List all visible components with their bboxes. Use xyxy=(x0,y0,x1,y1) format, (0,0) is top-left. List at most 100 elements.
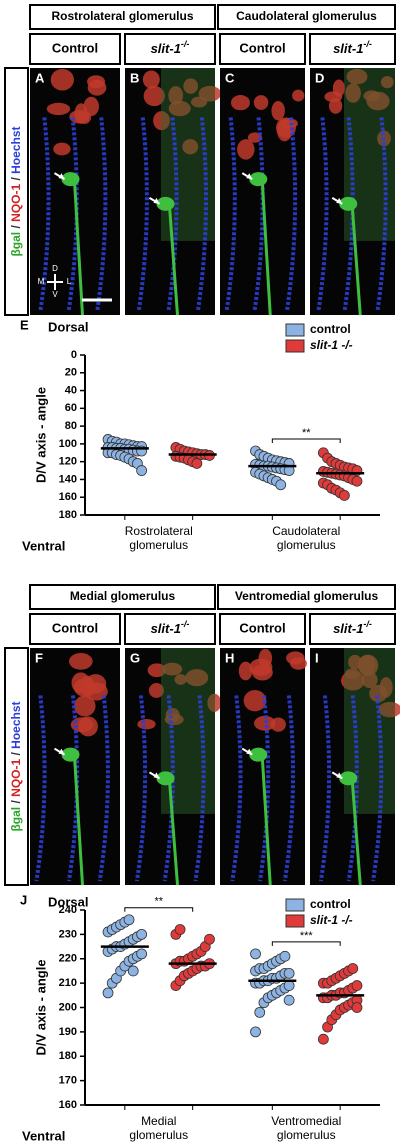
y-tick-label: 160 xyxy=(59,1099,77,1111)
y-tick-label: 20 xyxy=(65,367,77,379)
data-point xyxy=(204,933,215,945)
data-point xyxy=(254,1006,266,1018)
header-box xyxy=(217,584,396,610)
gene: slit-1 xyxy=(151,41,181,56)
data-point xyxy=(347,963,359,974)
data-point xyxy=(191,458,203,469)
panel-letter: F xyxy=(35,650,43,665)
y-tick-label: 170 xyxy=(59,1075,77,1087)
y-tick-label: 40 xyxy=(65,384,77,396)
column-label: slit-1-/- xyxy=(333,619,372,636)
header: Rostrolateral glomerulus xyxy=(51,9,193,23)
legend-swatch xyxy=(285,914,305,928)
data-point xyxy=(123,914,135,926)
y-tick-label: 160 xyxy=(59,491,77,503)
data-point xyxy=(136,465,148,476)
x-tick-label: glomerulus xyxy=(129,1128,188,1142)
y-tick-label: 190 xyxy=(59,1026,77,1038)
panel-label: E xyxy=(20,317,29,332)
header-box xyxy=(29,584,216,610)
y-tick-label: 230 xyxy=(59,928,77,940)
y-tick-label: 100 xyxy=(59,438,77,450)
stain: / xyxy=(9,749,23,759)
genotype: -/- xyxy=(181,39,190,49)
stain: / xyxy=(9,222,23,232)
data-point xyxy=(127,965,139,977)
column-box xyxy=(219,613,306,645)
data-point xyxy=(283,994,295,1006)
panel-letter: A xyxy=(35,70,45,85)
y-tick-label: 180 xyxy=(59,1050,77,1062)
stain: NQO-1 xyxy=(9,759,23,797)
panel-letter: D xyxy=(315,70,324,85)
panel-letter: G xyxy=(130,650,140,665)
y-tick-label: 80 xyxy=(65,420,77,432)
x-tick-label: Caudolateral xyxy=(272,524,340,538)
data-point xyxy=(283,980,295,991)
y-axis-title: D/V axis - angle xyxy=(33,959,48,1055)
y-tick-label: 220 xyxy=(59,953,77,965)
y-tick-label: 0 xyxy=(71,349,77,361)
orientation: D xyxy=(52,264,58,273)
y-tick-label: 240 xyxy=(59,904,77,916)
header-box xyxy=(29,4,216,30)
column-box xyxy=(124,613,216,645)
x-tick-label: Ventromedial xyxy=(271,1114,341,1128)
x-tick-label: glomerulus xyxy=(129,538,188,552)
legend-swatch xyxy=(285,339,305,353)
x-tick-label: Medial xyxy=(141,1114,176,1128)
y-tick-label: 140 xyxy=(59,473,77,485)
data-point xyxy=(351,980,363,991)
y-axis-title: D/V axis - angle xyxy=(33,387,48,483)
data-point xyxy=(338,490,350,501)
panel-letter: B xyxy=(130,70,139,85)
column-label: slit-1-/- xyxy=(333,39,372,56)
column-box xyxy=(309,613,396,645)
significance-bracket xyxy=(271,941,341,946)
orientation: V xyxy=(52,290,58,299)
stain: Hoechst xyxy=(9,126,23,173)
panel-letter: I xyxy=(315,650,319,665)
header: Ventromedial glomerulus xyxy=(235,589,379,603)
x-tick-label: Rostrolateral xyxy=(125,524,193,538)
significance-bracket xyxy=(271,438,341,443)
legend-swatch xyxy=(285,323,305,337)
significance: *** xyxy=(300,930,314,942)
legend-swatch xyxy=(285,898,305,912)
y-tick-label: 60 xyxy=(65,402,77,414)
legend-label: slit-1 -/- xyxy=(310,913,353,927)
header: Caudolateral glomerulus xyxy=(236,9,377,23)
column-box xyxy=(124,33,216,65)
data-point xyxy=(275,479,287,491)
column-label: Control xyxy=(52,40,98,55)
genotype: -/- xyxy=(181,619,190,629)
stain-box xyxy=(4,67,29,316)
column-label: Control xyxy=(52,620,98,635)
gene: slit-1 xyxy=(333,621,363,636)
data-point xyxy=(351,1002,363,1013)
panel-letter: H xyxy=(225,650,234,665)
significance: ** xyxy=(302,427,311,439)
orientation: L xyxy=(67,277,72,286)
significance-bracket xyxy=(124,907,194,912)
data-point xyxy=(174,924,186,935)
significance: ** xyxy=(154,896,163,908)
y-tick-label: 180 xyxy=(59,509,77,521)
stain: / xyxy=(9,174,23,184)
stain-box xyxy=(4,647,29,886)
column-label: Control xyxy=(239,620,285,635)
column-box xyxy=(309,33,396,65)
stain-label: βgal / NQO-1 / Hoechst xyxy=(9,701,23,831)
gene: slit-1 xyxy=(151,621,181,636)
data-point xyxy=(351,475,363,487)
header: Medial glomerulus xyxy=(70,589,176,603)
legend-label: slit-1 -/- xyxy=(310,338,353,352)
column-box xyxy=(29,33,121,65)
column-box xyxy=(219,33,306,65)
bottom-label: Ventral xyxy=(22,538,65,553)
gene: slit-1 xyxy=(333,41,363,56)
orientation: M xyxy=(38,277,45,286)
y-tick-label: 210 xyxy=(59,977,77,989)
data-point xyxy=(250,948,261,960)
x-tick-label: glomerulus xyxy=(277,1128,336,1142)
